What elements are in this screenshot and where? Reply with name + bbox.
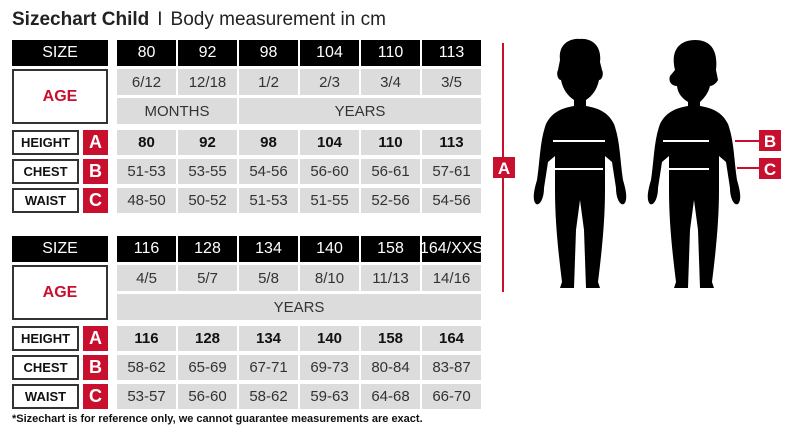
waist-label: WAIST [12,384,79,409]
waist-cell: 64-68 [361,384,420,409]
chest-letter-badge: B [83,159,108,184]
child-silhouettes-figure: A B C [493,38,781,292]
age-unit-cell: YEARS [117,294,481,320]
height-cell: 158 [361,326,420,351]
waist-cell: 51-53 [239,188,298,213]
figure-letter-a-box [493,157,515,178]
height-cell: 92 [178,130,237,155]
age-cell: 12/18 [178,69,237,95]
chest-cell: 69-73 [300,355,359,380]
chest-cell: 83-87 [422,355,481,380]
age-cell: 4/5 [117,265,176,291]
waist-cell: 51-55 [300,188,359,213]
title-sub: Body measurement in cm [170,9,386,30]
waist-cell: 53-57 [117,384,176,409]
title-main: Sizechart Child [12,9,150,30]
chest-cell: 56-60 [300,159,359,184]
age-label: AGE [12,69,108,124]
boy-silhouette-icon [533,38,627,289]
page-title: Sizechart Child I Body measurement in cm [12,9,386,31]
age-cell: 14/16 [422,265,481,291]
waist-letter-badge: C [83,384,108,409]
waist-cell: 52-56 [361,188,420,213]
height-letter-badge: A [83,130,108,155]
height-cell: 140 [300,326,359,351]
age-cell: 5/8 [239,265,298,291]
waist-letter-badge: C [83,188,108,213]
age-cell: 1/2 [239,69,298,95]
waist-cell: 54-56 [422,188,481,213]
age-cell: 2/3 [300,69,359,95]
size-header-cell: 128 [178,236,237,262]
height-cell: 134 [239,326,298,351]
chest-label: CHEST [12,159,79,184]
waist-cell: 66-70 [422,384,481,409]
figure-letter-b-box [759,130,781,151]
chest-cell: 80-84 [361,355,420,380]
footnote: *Sizechart is for reference only, we can… [12,413,423,425]
height-cell: 164 [422,326,481,351]
waist-cell: 56-60 [178,384,237,409]
size-header-cell: 158 [361,236,420,262]
size-header-cell: 134 [239,236,298,262]
waist-cell: 59-63 [300,384,359,409]
chest-cell: 56-61 [361,159,420,184]
girl-silhouette-icon [647,40,741,288]
height-cell: 110 [361,130,420,155]
age-cell: 3/5 [422,69,481,95]
size-header-cell: 164/XXS [420,236,483,262]
chest-cell: 58-62 [117,355,176,380]
size-header-cell: 140 [300,236,359,262]
waist-label: WAIST [12,188,79,213]
size-header-cell: 104 [300,40,359,66]
age-unit-cell: MONTHS [117,98,237,124]
size-header-cell: 80 [117,40,176,66]
chest-cell: 67-71 [239,355,298,380]
figure-letter-b: B [764,132,776,151]
size-label: SIZE [12,236,108,262]
title-separator: I [157,9,163,30]
age-unit-cell: YEARS [239,98,481,124]
figure-letter-c-box [759,158,781,179]
age-cell: 11/13 [361,265,420,291]
age-cell: 5/7 [178,265,237,291]
size-label: SIZE [12,40,108,66]
chest-label: CHEST [12,355,79,380]
height-cell: 116 [117,326,176,351]
waist-cell: 48-50 [117,188,176,213]
size-header-cell: 98 [239,40,298,66]
height-label: HEIGHT [12,130,79,155]
height-cell: 104 [300,130,359,155]
height-cell: 80 [117,130,176,155]
age-label: AGE [12,265,108,320]
size-header-cell: 113 [422,40,481,66]
age-cell: 3/4 [361,69,420,95]
height-cell: 113 [422,130,481,155]
height-letter-badge: A [83,326,108,351]
chest-cell: 65-69 [178,355,237,380]
age-cell: 8/10 [300,265,359,291]
chest-cell: 54-56 [239,159,298,184]
size-header-cell: 116 [117,236,176,262]
height-cell: 98 [239,130,298,155]
waist-cell: 50-52 [178,188,237,213]
age-cell: 6/12 [117,69,176,95]
height-cell: 128 [178,326,237,351]
chest-cell: 53-55 [178,159,237,184]
chest-cell: 57-61 [422,159,481,184]
chest-letter-badge: B [83,355,108,380]
waist-cell: 58-62 [239,384,298,409]
size-header-cell: 110 [361,40,420,66]
chest-cell: 51-53 [117,159,176,184]
figure-letter-c: C [764,160,776,179]
height-label: HEIGHT [12,326,79,351]
figure-letter-a: A [498,159,510,178]
size-header-cell: 92 [178,40,237,66]
